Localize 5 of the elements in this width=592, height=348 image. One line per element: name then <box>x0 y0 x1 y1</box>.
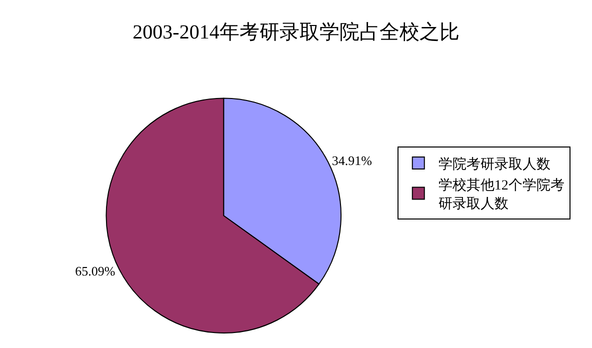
legend-label: 学院考研录取人数 <box>438 156 550 172</box>
data-label: 34.91% <box>332 152 372 168</box>
chart-title: 2003-2014年考研录取学院占全校之比 <box>132 21 460 44</box>
data-label: 65.09% <box>75 263 116 278</box>
legend-label: 学校其他12个学院考研录取人数 <box>438 178 564 212</box>
